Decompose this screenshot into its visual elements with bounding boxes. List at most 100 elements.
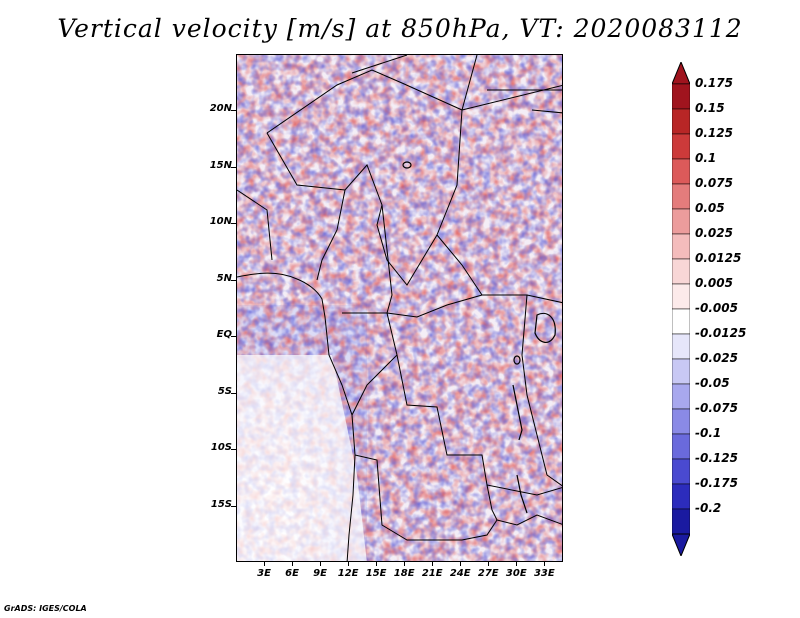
lon-tick-mark	[348, 561, 350, 566]
colorbar-segment	[672, 483, 690, 510]
colorbar-label: 0.05	[695, 201, 725, 215]
lon-tick-label: 3E	[257, 568, 271, 579]
colorbar-bottom-arrow	[672, 533, 690, 556]
lat-tick-label: 10N	[209, 216, 232, 228]
lake-kivu	[513, 355, 521, 365]
colorbar-label: 0.175	[695, 76, 733, 90]
colorbar-label: -0.025	[695, 351, 738, 365]
colorbar-label: -0.2	[695, 501, 722, 515]
lat-tick-mark	[231, 223, 236, 225]
lon-tick-label: 27E	[477, 568, 499, 579]
colorbar-segment	[672, 83, 690, 110]
coastline	[237, 272, 356, 561]
lat-tick-mark	[231, 449, 236, 451]
lat-tick-label: 20N	[209, 103, 232, 115]
lon-tick-label: 24E	[449, 568, 471, 579]
vertical-velocity-field	[237, 55, 562, 561]
border-line	[351, 312, 398, 416]
lon-tick-mark	[460, 561, 462, 566]
colorbar-segment	[672, 508, 690, 535]
lon-tick-label: 6E	[285, 568, 299, 579]
colorbar-label: -0.005	[695, 301, 738, 315]
colorbar-label: 0.075	[695, 176, 733, 190]
border-line	[486, 484, 498, 521]
lon-tick-mark	[264, 561, 266, 566]
lat-tick-mark	[231, 336, 236, 338]
lon-tick-label: 15E	[365, 568, 387, 579]
colorbar-label: 0.005	[695, 276, 733, 290]
lon-tick-label: 18E	[393, 568, 415, 579]
lat-tick-label: 5S	[217, 385, 232, 397]
lat-tick-mark	[231, 279, 236, 281]
colorbar-label: 0.0125	[695, 251, 742, 265]
colorbar-segment	[672, 133, 690, 160]
colorbar-top-arrow	[672, 62, 690, 85]
lat-tick-label: EQ	[216, 329, 232, 341]
colorbar-segment	[672, 208, 690, 235]
lon-tick-mark	[544, 561, 546, 566]
border-line	[521, 294, 538, 436]
lat-tick-mark	[231, 392, 236, 394]
colorbar-label: -0.125	[695, 451, 738, 465]
lon-tick-label: 30E	[505, 568, 527, 579]
map-panel	[236, 54, 563, 562]
colorbar-label: -0.175	[695, 476, 738, 490]
lakes	[402, 161, 556, 514]
ocean-soft-overlay	[237, 355, 367, 561]
lon-tick-mark	[376, 561, 378, 566]
lon-tick-label: 12E	[337, 568, 359, 579]
lat-tick-mark	[231, 166, 236, 168]
border-line	[531, 109, 562, 114]
colorbar-label: -0.0125	[695, 326, 747, 340]
colorbar-segment	[672, 358, 690, 385]
colorbar-segment	[672, 108, 690, 135]
border-line	[496, 514, 562, 526]
lon-tick-label: 21E	[421, 568, 443, 579]
lat-tick-label: 10S	[210, 442, 232, 454]
colorbar-segment	[672, 408, 690, 435]
colorbar-segment	[672, 333, 690, 360]
lon-tick-mark	[292, 561, 294, 566]
lake-victoria	[534, 312, 556, 343]
lake-tanganyika	[512, 384, 523, 441]
border-line	[536, 434, 562, 487]
colorbar-segment	[672, 458, 690, 485]
colorbar-label: 0.125	[695, 126, 733, 140]
border-line	[396, 354, 562, 496]
country-borders	[237, 55, 562, 561]
lat-tick-mark	[231, 505, 236, 507]
lon-tick-mark	[404, 561, 406, 566]
colorbar-segment	[672, 158, 690, 185]
colorbar-segment	[672, 183, 690, 210]
colorbar-segment	[672, 433, 690, 460]
colorbar-label: -0.075	[695, 401, 738, 415]
border-line	[266, 69, 463, 156]
lat-tick-label: 5N	[216, 272, 232, 284]
lon-tick-mark	[320, 561, 322, 566]
lon-tick-label: 33E	[533, 568, 555, 579]
lon-tick-mark	[432, 561, 434, 566]
lat-tick-label: 15N	[209, 159, 232, 171]
colorbar-segment	[672, 383, 690, 410]
border-line	[461, 55, 478, 111]
colorbar-segment	[672, 233, 690, 260]
lat-tick-label: 15S	[210, 498, 232, 510]
colorbar-segment	[672, 283, 690, 310]
colorbar-segment	[672, 258, 690, 285]
lake-chad	[402, 161, 412, 169]
lon-tick-mark	[516, 561, 518, 566]
border-line	[354, 454, 498, 541]
lon-tick-label: 9E	[313, 568, 327, 579]
border-line	[461, 84, 562, 111]
colorbar-label: 0.1	[695, 151, 717, 165]
colorbar-segment	[672, 308, 690, 335]
border-line	[386, 294, 483, 318]
footer-credit: GrADS: IGES/COLA	[4, 604, 87, 613]
lon-tick-mark	[488, 561, 490, 566]
colorbar-label: 0.025	[695, 226, 733, 240]
border-line	[351, 55, 408, 74]
border-line	[237, 189, 273, 261]
border-line	[342, 204, 393, 314]
lat-tick-mark	[231, 110, 236, 112]
colorbar-label: -0.1	[695, 426, 722, 440]
